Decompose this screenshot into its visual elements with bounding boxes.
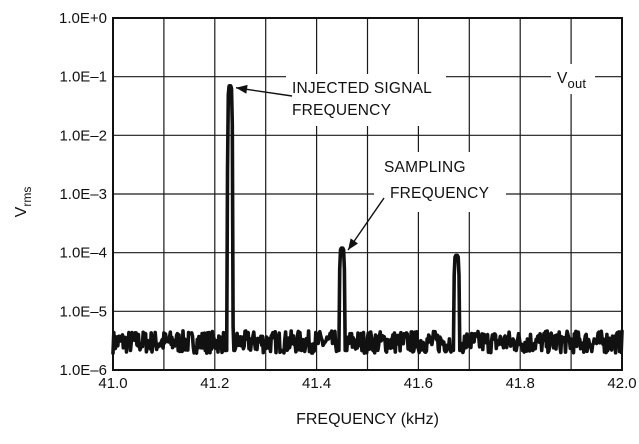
annotation-0: INJECTED SIGNAL FREQUENCY <box>236 74 446 126</box>
y-tick-label: 1.0E–5 <box>59 303 107 320</box>
x-tick-label: 41.4 <box>302 375 331 392</box>
y-tick-label: 1.0E+0 <box>59 10 107 27</box>
annotation-text-line: FREQUENCY <box>292 102 391 119</box>
annotation-arrowhead <box>348 238 358 250</box>
x-tick-label: 41.8 <box>506 375 535 392</box>
x-tick-label: 42.0 <box>607 375 636 392</box>
y-axis-title-sub: rms <box>20 187 34 207</box>
y-tick-label: 1.0E–4 <box>59 245 107 262</box>
annotation-arrowhead <box>236 85 248 94</box>
x-tick-label: 41.6 <box>404 375 433 392</box>
annotations: INJECTED SIGNAL FREQUENCY SAMPLING FREQUENC… <box>236 74 506 250</box>
x-tick-labels: 41.0 41.2 41.4 41.6 41.8 42.0 <box>98 375 636 392</box>
series-label-main: V <box>557 70 568 87</box>
y-tick-labels: 1.0E+01.0E–11.0E–21.0E–31.0E–41.0E–51.0E… <box>59 10 107 379</box>
y-tick-label: 1.0E–1 <box>59 69 107 86</box>
y-tick-label: 1.0E–3 <box>59 186 107 203</box>
x-tick-label: 41.0 <box>98 375 127 392</box>
annotation-text-line: SAMPLING <box>384 159 466 176</box>
y-axis-title-main: V <box>13 206 30 217</box>
y-tick-label: 1.0E–2 <box>59 127 107 144</box>
series-label: Vout <box>551 64 595 94</box>
y-axis-title: Vrms <box>13 187 34 218</box>
grid-lines <box>113 18 622 370</box>
series-label-sub: out <box>568 76 587 91</box>
annotation-1: SAMPLING FREQUENCY <box>348 152 506 250</box>
annotation-text-line: INJECTED SIGNAL <box>292 80 432 97</box>
annotation-text-line: FREQUENCY <box>390 185 489 202</box>
x-axis-title: FREQUENCY (kHz) <box>296 411 439 428</box>
x-tick-label: 41.2 <box>200 375 229 392</box>
